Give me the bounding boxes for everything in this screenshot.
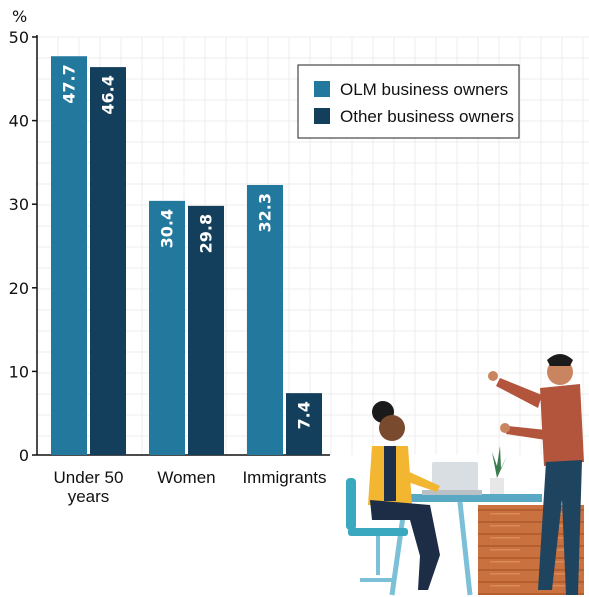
category-label-0-0: Under 50 [54,468,124,487]
y-tick-label-20: 20 [9,279,29,298]
y-tick-label-0: 0 [19,446,29,465]
legend-item-olm: OLM business owners [314,80,508,99]
category-label-1-0: Women [157,468,215,487]
y-tick-label-50: 50 [9,28,29,47]
data-label-0-1: 46.4 [99,75,118,114]
data-label-0-0: 47.7 [60,64,79,103]
y-tick-label-40: 40 [9,112,29,131]
data-label-1-0: 30.4 [158,209,177,248]
bar-1-0 [149,200,185,455]
legend-label-olm: OLM business owners [340,80,508,99]
data-label-2-0: 32.3 [256,193,275,232]
legend-swatch-other [314,108,330,124]
bar-2-0 [247,184,283,456]
bars [51,56,322,456]
legend: OLM business owners Other business owner… [297,64,520,139]
y-tick-label-30: 30 [9,195,29,214]
bar-1-1 [188,205,224,455]
bar-0-1 [90,67,126,455]
office-illustration [346,354,584,596]
bar-0-0 [51,56,87,456]
category-label-0-1: years [68,487,110,506]
legend-item-other: Other business owners [314,107,514,126]
legend-swatch-olm [314,81,330,97]
data-labels: 47.7 46.4 30.4 29.8 32.3 7.4 [60,64,314,429]
category-label-2-0: Immigrants [242,468,326,487]
data-label-2-1: 7.4 [295,401,314,429]
y-tick-label-10: 10 [9,362,29,381]
y-axis-unit: % [12,7,27,26]
data-label-1-1: 29.8 [197,214,216,253]
legend-label-other: Other business owners [340,107,514,126]
bar-2-1 [286,393,322,455]
